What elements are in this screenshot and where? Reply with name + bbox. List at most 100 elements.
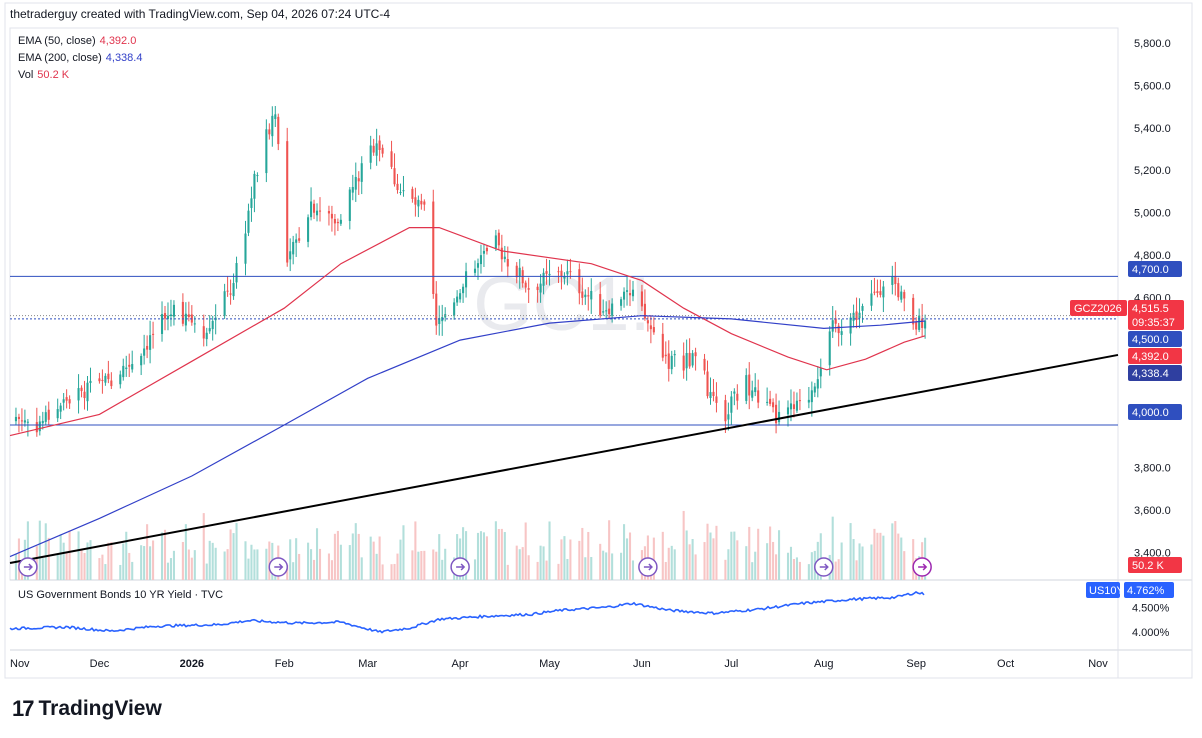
volume-bar [581,527,584,580]
candle-body [41,420,44,424]
candle-body [453,302,456,316]
candle-body [789,403,793,410]
volume-bar [348,545,351,580]
ema200-legend-label: EMA (200, close) [18,52,102,64]
volume-bar [694,554,697,580]
event-arrow-icon [456,563,466,571]
candle-body [226,290,229,292]
volume-bar [545,560,548,580]
candle-body [166,315,170,319]
candle-body [581,291,584,298]
volume-bar [292,562,295,580]
volume-bar [265,548,268,580]
volume-bar [313,559,316,580]
candle-body [786,407,790,415]
candle-body [62,399,65,403]
volume-bar [122,543,125,580]
candle-body [435,293,438,326]
candle-body [107,373,110,380]
volume-bar [497,529,500,580]
candle-body [724,400,727,422]
volume-bar [462,527,465,580]
candle-body [479,255,483,265]
candle-body [152,333,155,335]
volume-bar [778,530,781,580]
volume-bar [807,564,810,580]
candle-body [351,186,354,193]
candle-body [274,114,277,120]
volume-bar [193,550,196,580]
candle-body [310,201,313,218]
y-axis-tick-label: 3,800.0 [1134,462,1171,474]
candle-body [891,276,894,285]
volume-bar [253,549,256,580]
candle-body [59,405,62,412]
candle-body [476,263,480,268]
y-axis-tick-label: 5,200.0 [1134,165,1171,177]
candle-body [313,203,316,213]
volume-bar [876,532,879,580]
candle-body [372,145,375,153]
candle-body [417,199,420,207]
candle-body [485,247,488,252]
volume-bar [584,557,587,580]
volume-bar [775,554,778,580]
tradingview-brand[interactable]: 17 TradingView [12,696,162,722]
candle-body [56,409,59,419]
candle-body [661,333,664,358]
volume-bar [536,561,539,580]
volume-bar [327,553,330,580]
candle-body [232,283,235,297]
volume-bar [375,553,378,580]
candle-body [620,299,623,306]
candle-body [775,404,778,424]
volume-bar [310,549,313,580]
chart-outer-frame [4,2,1193,679]
volume-bar [289,539,292,580]
ema50-legend: EMA (50, close) 4,392.0 [18,35,136,47]
volume-bar [673,549,676,580]
candle-body [26,421,29,423]
candle-body [86,382,89,402]
candle-body [903,292,906,299]
event-arrow-icon [643,563,653,571]
volume-bar [465,531,468,580]
volume-bar [539,545,542,580]
volume-bar [160,532,164,580]
volume-bar [608,520,611,580]
candle-body [265,129,268,174]
volume-bar [688,544,691,580]
candle-body [924,320,927,329]
y-axis-tick-label: 5,400.0 [1134,123,1171,135]
volume-bar [268,541,271,580]
candle-body [375,143,378,156]
volume-bar [861,546,864,580]
volume-bar [855,560,858,580]
candle-body [193,323,196,325]
candle-body [235,263,238,283]
price-tag-text: 4,500.0 [1132,334,1169,346]
volume-bar [166,562,170,580]
event-arrow-icon [918,563,928,571]
candle-body [625,290,629,292]
volume-bar [542,546,545,580]
candle-body [712,391,715,396]
volume-bar [119,564,122,580]
volume-bar [432,549,435,580]
candle-body [706,371,709,397]
candle-body [119,374,122,385]
candle-body [646,320,649,324]
price-tag-volume [1128,557,1182,573]
volume-bar [146,524,149,580]
candle-body [473,268,477,273]
volume-bar [357,533,360,580]
candle-body [357,178,360,182]
volume-bar [125,531,128,580]
candle-body [268,129,271,135]
candle-body [628,293,632,296]
candle-body [110,380,113,387]
candle-body [539,283,542,293]
candle-body [459,293,462,300]
candle-body [330,213,333,219]
